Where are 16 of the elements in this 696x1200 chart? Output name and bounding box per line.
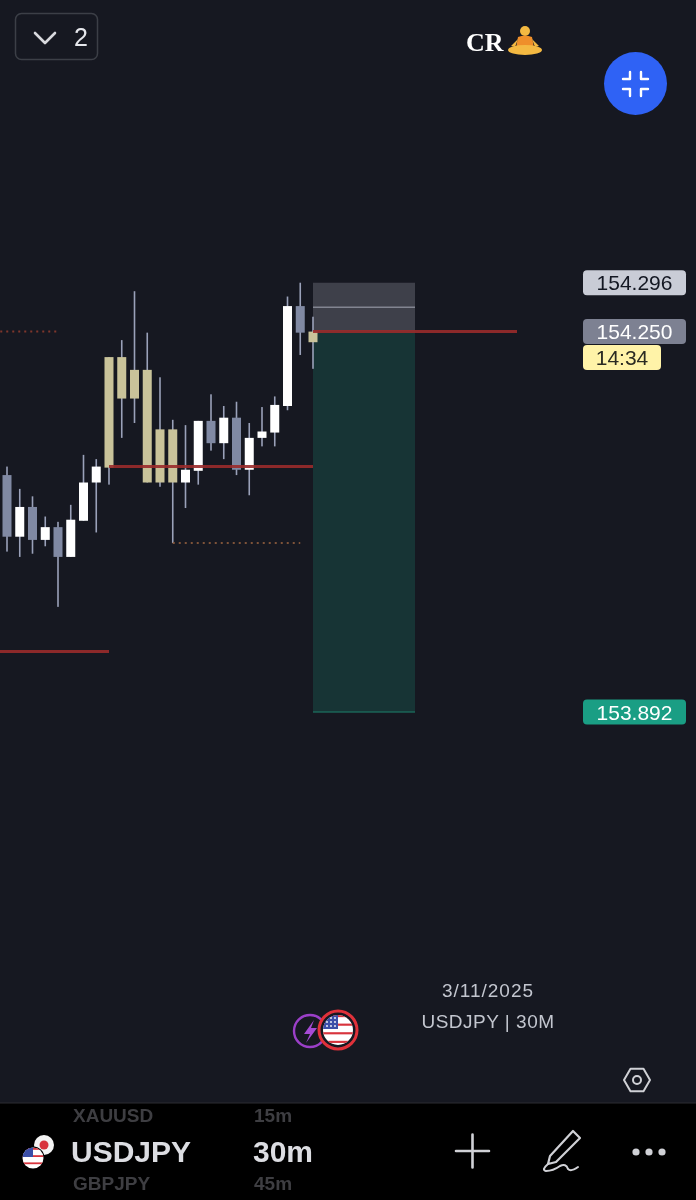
candlestick bbox=[257, 407, 267, 447]
text: USDJPY bbox=[71, 1135, 192, 1168]
text: XAUUSD bbox=[73, 1105, 154, 1126]
text: 15m bbox=[254, 1105, 293, 1126]
y-tick-label: 154.296 bbox=[596, 271, 673, 295]
y-tick-label: 154.250 bbox=[596, 320, 673, 344]
text: 14:34 bbox=[595, 346, 649, 370]
annotation: 2 bbox=[74, 23, 88, 51]
annotation: USDJPY | 30M bbox=[421, 1011, 555, 1032]
y-tick-label: 153.892 bbox=[596, 700, 673, 724]
text: GBPJPY bbox=[73, 1173, 151, 1194]
candlestick bbox=[91, 459, 101, 533]
text: 45m bbox=[254, 1173, 293, 1194]
annotation: CR bbox=[466, 28, 504, 57]
annotation: 3/11/2025 bbox=[441, 980, 535, 1001]
text: 30m bbox=[253, 1135, 314, 1168]
